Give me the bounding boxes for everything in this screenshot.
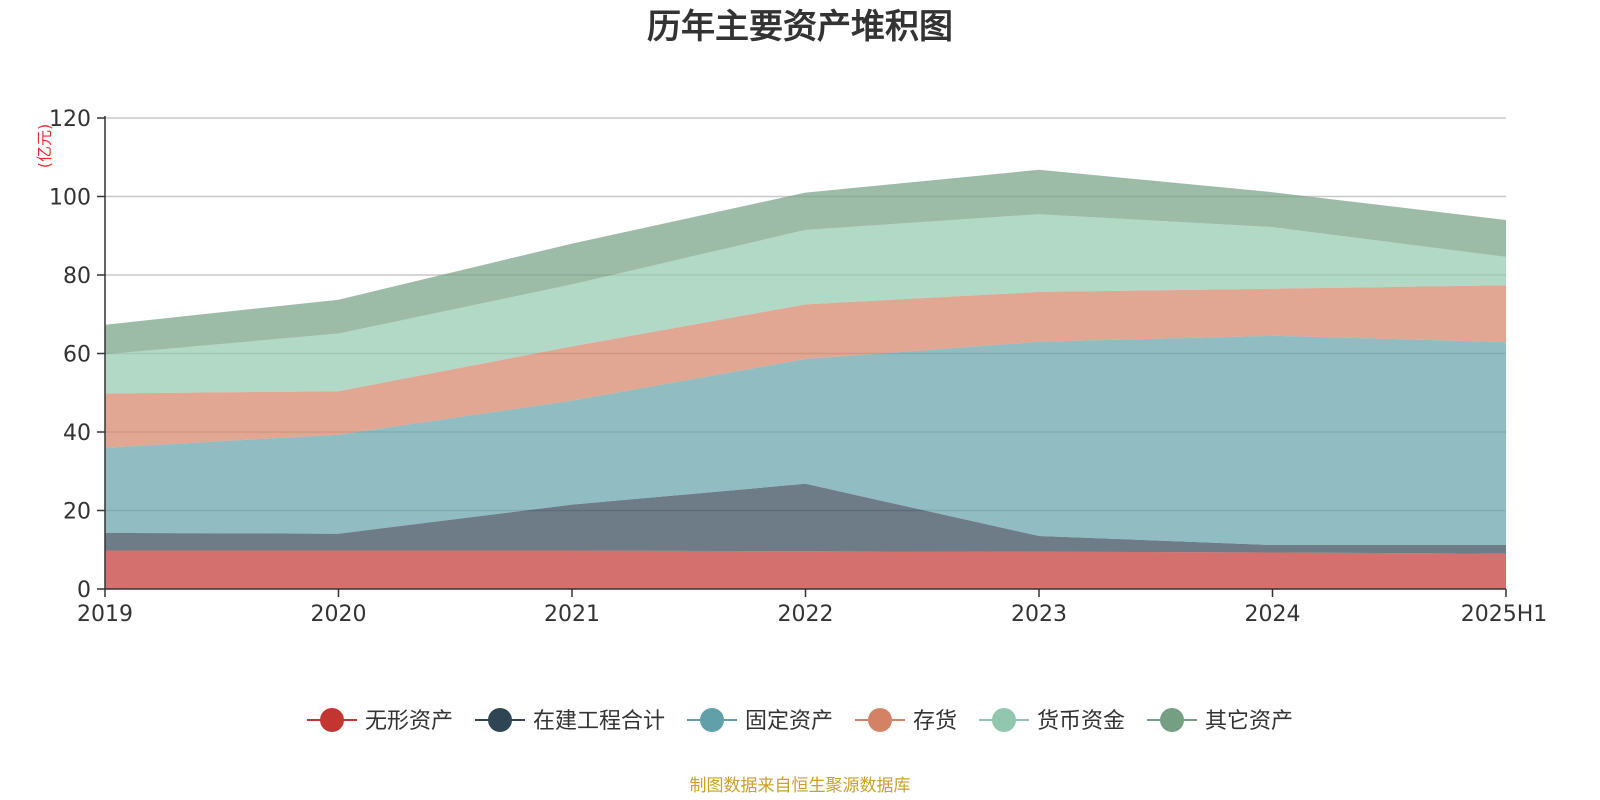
legend-label: 固定资产 [745,709,833,734]
legend-item-2[interactable]: 在建工程合计 [475,708,665,734]
x-tick-label: 2024 [1245,602,1301,627]
y-tick-label: 80 [63,264,91,289]
legend-item-5[interactable]: 货币资金 [979,708,1125,734]
legend-label: 其它资产 [1205,709,1293,734]
x-tick-label: 2022 [778,602,834,627]
y-tick-label: 60 [63,343,91,368]
legend-item-1[interactable]: 无形资产 [307,708,453,734]
legend-item-3[interactable]: 固定资产 [687,708,833,734]
area-series-4 [105,285,1506,448]
y-axis-unit: (亿元) [35,124,54,169]
x-tick-label: 2023 [1011,602,1067,627]
area-series-3 [105,335,1506,545]
y-tick-label: 20 [63,500,91,525]
y-tick-label: 0 [77,578,91,603]
legend-marker [700,708,724,732]
area-series-6 [105,169,1506,355]
legend-label: 无形资产 [365,709,453,734]
axes: 0 20 40 60 80 100 120 2019 2020 2021 2022 2023 2024 2… [49,107,1547,627]
x-tick-label: 2019 [77,602,133,627]
x-tick-label: 2020 [311,602,367,627]
legend-label: 存货 [913,709,957,734]
legend-label: 在建工程合计 [533,709,665,734]
chart-title: 历年主要资产堆积图 [647,7,953,47]
data-source-note: 制图数据来自恒生聚源数据库 [690,776,911,796]
legend: 无形资产 在建工程合计 固定资产 存货 货币资金 其它资产 [307,708,1293,734]
area-series-5 [105,214,1506,394]
x-tick-label: 2021 [544,602,600,627]
y-tick-label: 120 [49,107,91,132]
legend-marker [1160,708,1184,732]
legend-marker [992,708,1016,732]
legend-item-6[interactable]: 其它资产 [1147,708,1293,734]
legend-marker [868,708,892,732]
area-series-2 [105,483,1506,554]
x-tick-label: 2025H1 [1461,602,1548,627]
legend-label: 货币资金 [1037,709,1125,734]
area-series [105,169,1506,589]
area-series-1 [105,550,1506,589]
y-tick-label: 100 [49,186,91,211]
legend-item-4[interactable]: 存货 [855,708,957,734]
legend-marker [488,708,512,732]
y-tick-label: 40 [63,421,91,446]
legend-marker [320,708,344,732]
